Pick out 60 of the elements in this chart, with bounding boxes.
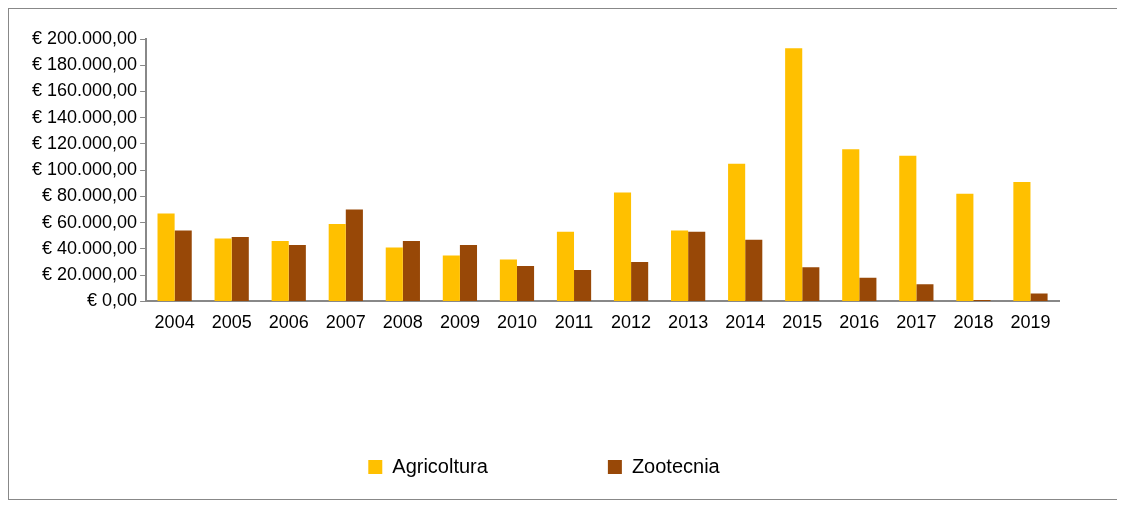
x-tick-label: 2019	[1010, 312, 1051, 333]
bar	[745, 239, 763, 301]
y-tick-label: € 100.000,00	[31, 159, 138, 180]
bar	[459, 244, 478, 301]
y-tick-label: € 180.000,00	[31, 54, 138, 75]
bar	[1030, 293, 1048, 301]
bar	[516, 265, 535, 301]
x-tick-label: 2006	[268, 312, 309, 333]
x-tick-label: 2014	[725, 312, 766, 333]
bar	[613, 192, 632, 301]
x-tick-label: 2008	[382, 312, 423, 333]
bar	[271, 241, 289, 301]
x-tick-label: 2010	[496, 312, 537, 333]
bar	[442, 255, 460, 301]
bar	[214, 238, 232, 301]
x-tick-label: 2015	[782, 312, 823, 333]
bar	[728, 163, 746, 301]
bar	[157, 213, 175, 301]
legend-label: Zootecnia	[631, 454, 721, 477]
y-tick-label: € 160.000,00	[31, 80, 138, 101]
bar	[556, 231, 575, 301]
x-tick-label: 2013	[668, 312, 709, 333]
x-tick-label: 2004	[154, 312, 195, 333]
legend-label: Agricoltura	[392, 454, 489, 477]
bar	[402, 241, 420, 301]
x-tick-label: 2017	[896, 312, 937, 333]
bar	[956, 193, 974, 301]
bar	[345, 209, 363, 301]
bar	[385, 247, 403, 301]
x-tick-label: 2011	[554, 312, 594, 333]
bar	[842, 149, 860, 301]
y-tick-label: € 200.000,00	[31, 27, 138, 48]
bar	[328, 223, 346, 301]
x-tick-label: 2009	[439, 312, 480, 333]
y-tick-label: € 40.000,00	[42, 237, 138, 258]
y-tick-label: € 120.000,00	[31, 132, 138, 153]
y-tick-label: € 80.000,00	[42, 185, 138, 206]
y-tick-label: € 60.000,00	[42, 211, 138, 232]
bar	[671, 230, 689, 301]
bar	[916, 284, 934, 301]
y-tick-label: € 20.000,00	[42, 264, 138, 285]
bar	[802, 267, 820, 301]
x-tick-label: 2005	[211, 312, 252, 333]
y-tick-label: € 140.000,00	[31, 106, 138, 127]
bar	[288, 244, 306, 301]
bar	[688, 231, 706, 301]
y-tick-label: € 0,00	[87, 290, 138, 311]
x-tick-label: 2016	[839, 312, 880, 333]
bar	[574, 269, 592, 301]
x-tick-label: 2007	[325, 312, 366, 333]
bar	[1013, 182, 1031, 301]
bar	[631, 262, 649, 301]
bar	[859, 277, 877, 301]
bar	[785, 48, 803, 301]
bar	[899, 155, 917, 301]
bar	[231, 237, 249, 301]
x-tick-label: 2018	[953, 312, 994, 333]
bar	[499, 259, 517, 301]
bar	[174, 230, 192, 301]
x-tick-label: 2012	[611, 312, 652, 333]
